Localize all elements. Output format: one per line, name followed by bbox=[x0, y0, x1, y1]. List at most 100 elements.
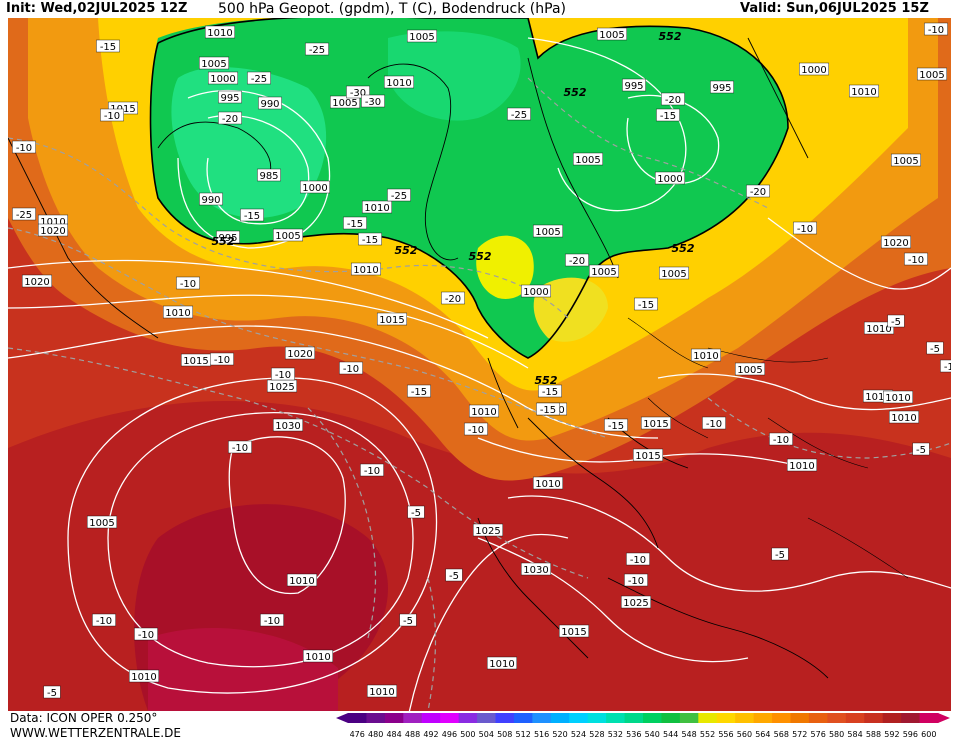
isobar-label: 1015 bbox=[377, 312, 408, 326]
svg-text:-10: -10 bbox=[96, 616, 112, 627]
svg-text:-5: -5 bbox=[403, 616, 413, 627]
colorbar-swatch bbox=[679, 713, 699, 723]
isobar-label: 1010 bbox=[787, 458, 818, 472]
isobar-label: 995 bbox=[218, 90, 242, 104]
website-label: WWW.WETTERZENTRALE.DE bbox=[10, 726, 181, 740]
svg-text:995: 995 bbox=[712, 83, 731, 94]
colorbar-swatch bbox=[643, 713, 662, 723]
svg-text:-15: -15 bbox=[542, 387, 558, 398]
colorbar-swatch bbox=[919, 713, 939, 723]
svg-text:1005: 1005 bbox=[275, 231, 300, 242]
isotherm-label: -10 bbox=[210, 352, 234, 366]
isobar-label: 995 bbox=[710, 80, 734, 94]
colorbar-swatch bbox=[403, 713, 423, 723]
svg-text:-5: -5 bbox=[47, 688, 57, 699]
svg-text:-10: -10 bbox=[232, 443, 248, 454]
svg-text:995: 995 bbox=[220, 93, 239, 104]
weather-map: 1010 1005 1005 1005 1000 995 990 1015 1005 1010 98… bbox=[8, 18, 951, 711]
init-time: Init: Wed,02JUL2025 12Z bbox=[6, 1, 188, 16]
svg-text:1005: 1005 bbox=[89, 518, 114, 529]
isobar-label: 1010 bbox=[469, 404, 500, 418]
colorbar-tick-label: 576 bbox=[811, 730, 826, 739]
svg-text:-15: -15 bbox=[638, 300, 654, 311]
isotherm-label: -30 bbox=[361, 94, 385, 108]
temperature-label-layer: -15 -25 -25 -30 -20 -25 -15 -25 -10 -15 -10 -20 -20 -… bbox=[12, 22, 951, 699]
isobar-label: 1005 bbox=[735, 362, 766, 376]
colorbar-swatch bbox=[495, 713, 515, 723]
colorbar-tick-label: 480 bbox=[368, 730, 383, 739]
colorbar-tick-label: 516 bbox=[534, 730, 549, 739]
svg-text:-15: -15 bbox=[660, 111, 676, 122]
svg-text:1010: 1010 bbox=[851, 87, 876, 98]
colorbar-tick-label: 560 bbox=[737, 730, 752, 739]
isotherm-label: -15 bbox=[358, 232, 382, 246]
svg-text:1000: 1000 bbox=[523, 287, 548, 298]
geopotential-552-label: 552 bbox=[469, 250, 492, 263]
svg-text:1010: 1010 bbox=[693, 351, 718, 362]
svg-text:-25: -25 bbox=[511, 110, 527, 121]
svg-text:1010: 1010 bbox=[289, 576, 314, 587]
svg-text:1005: 1005 bbox=[893, 156, 918, 167]
isotherm-label: -5 bbox=[407, 505, 425, 519]
isotherm-label: -10 bbox=[12, 140, 36, 154]
svg-text:-10: -10 bbox=[264, 616, 280, 627]
colorbar-swatch bbox=[513, 713, 533, 723]
svg-text:-15: -15 bbox=[244, 211, 260, 222]
isobar-label: 1030 bbox=[273, 418, 304, 432]
svg-text:-20: -20 bbox=[569, 256, 585, 267]
svg-text:1015: 1015 bbox=[379, 315, 404, 326]
svg-text:1010: 1010 bbox=[353, 265, 378, 276]
colorbar-swatch bbox=[864, 713, 884, 723]
data-source-label: Data: ICON OPER 0.250° bbox=[10, 711, 158, 725]
isobar-label: 1005 bbox=[273, 228, 304, 242]
colorbar: 476 480 484 488 492 496 500 504 508 512 516 520 524 5… bbox=[336, 713, 950, 739]
svg-text:1015: 1015 bbox=[561, 627, 586, 638]
svg-text:1000: 1000 bbox=[801, 65, 826, 76]
geopotential-label-layer: 552 552 552 552 552 552 552 bbox=[212, 30, 695, 387]
cold-core-greenland-sea bbox=[388, 31, 521, 121]
isobar-label: 1020 bbox=[21, 274, 53, 288]
svg-text:-10: -10 bbox=[908, 255, 924, 266]
isotherm-label: -25 bbox=[247, 71, 271, 85]
colorbar-swatch bbox=[698, 713, 718, 723]
isotherm-label: -5 bbox=[912, 442, 930, 456]
colorbar-tick-label: 540 bbox=[645, 730, 660, 739]
isotherm-label: -10 bbox=[624, 573, 648, 587]
colorbar-tick-label: 528 bbox=[589, 730, 604, 739]
svg-text:-25: -25 bbox=[16, 210, 32, 221]
isotherm-label: -10 bbox=[271, 367, 295, 381]
svg-text:-15: -15 bbox=[100, 42, 116, 53]
colorbar-swatch bbox=[384, 713, 404, 723]
colorbar-tick-label: 476 bbox=[350, 730, 365, 739]
valid-time: Valid: Sun,06JUL2025 15Z bbox=[740, 1, 929, 16]
colorbar-tick-label: 492 bbox=[423, 730, 438, 739]
svg-text:1000: 1000 bbox=[302, 183, 327, 194]
isobar-label: 995 bbox=[216, 230, 240, 244]
colorbar-swatch bbox=[808, 713, 828, 723]
isobar-label: 1010 bbox=[849, 84, 880, 98]
isotherm-label: -10 bbox=[339, 361, 363, 375]
svg-text:1005: 1005 bbox=[332, 98, 357, 109]
isotherm-label: -10 bbox=[176, 276, 200, 290]
colorbar-swatch bbox=[366, 713, 386, 723]
isobar-label: 1000 bbox=[655, 171, 686, 185]
colorbar-swatch bbox=[882, 713, 902, 723]
isotherm-label: -20 bbox=[441, 291, 465, 305]
colorbar-tick-label: 520 bbox=[552, 730, 567, 739]
isotherm-label: -25 bbox=[387, 188, 411, 202]
isobar-label: 1015 bbox=[633, 448, 664, 462]
colorbar-swatch bbox=[421, 713, 441, 723]
isobar-label: 1015 bbox=[641, 416, 672, 430]
isobar-label: 1015 bbox=[559, 624, 590, 638]
svg-text:1000: 1000 bbox=[210, 74, 235, 85]
isobar-label: 1010 bbox=[351, 262, 382, 276]
isotherm-label: -15 bbox=[634, 297, 658, 311]
svg-text:1010: 1010 bbox=[489, 659, 514, 670]
svg-text:-30: -30 bbox=[350, 88, 366, 99]
isobar-label: 1015 bbox=[180, 353, 211, 367]
colorbar-tick-label: 568 bbox=[774, 730, 789, 739]
colorbar-swatch bbox=[624, 713, 644, 723]
svg-text:1010: 1010 bbox=[131, 672, 156, 683]
svg-text:-10: -10 bbox=[275, 370, 291, 381]
